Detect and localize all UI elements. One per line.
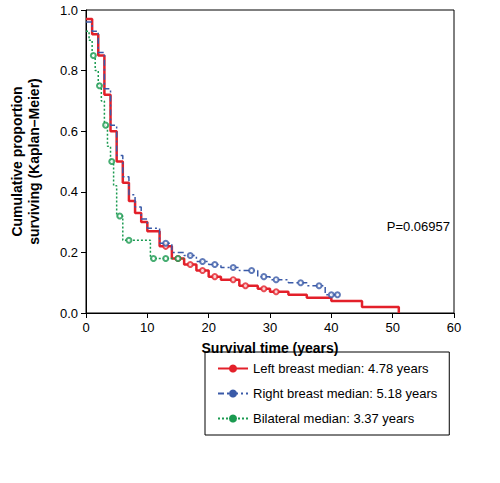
svg-text:40: 40	[324, 320, 338, 335]
svg-text:0.6: 0.6	[60, 124, 78, 139]
svg-text:P=0.06957: P=0.06957	[387, 219, 450, 234]
svg-text:Right breast median: 5.18 year: Right breast median: 5.18 years	[253, 386, 438, 401]
svg-text:60: 60	[447, 320, 461, 335]
svg-text:Left breast median: 4.78 years: Left breast median: 4.78 years	[253, 361, 429, 376]
svg-text:20: 20	[201, 320, 215, 335]
svg-text:0.0: 0.0	[60, 306, 78, 321]
svg-text:1.0: 1.0	[60, 3, 78, 18]
svg-text:Cumulative proportion: Cumulative proportion	[9, 86, 25, 236]
svg-text:50: 50	[385, 320, 399, 335]
svg-text:10: 10	[140, 320, 154, 335]
svg-text:surviving (Kaplan–Meier): surviving (Kaplan–Meier)	[26, 78, 42, 245]
svg-text:Bilateral median: 3.37 years: Bilateral median: 3.37 years	[253, 411, 415, 426]
svg-text:Survival time (years): Survival time (years)	[201, 339, 339, 356]
svg-text:0.2: 0.2	[60, 245, 78, 260]
svg-text:0.4: 0.4	[60, 184, 78, 199]
svg-text:0: 0	[82, 320, 89, 335]
svg-text:30: 30	[263, 320, 277, 335]
svg-text:0.8: 0.8	[60, 63, 78, 78]
